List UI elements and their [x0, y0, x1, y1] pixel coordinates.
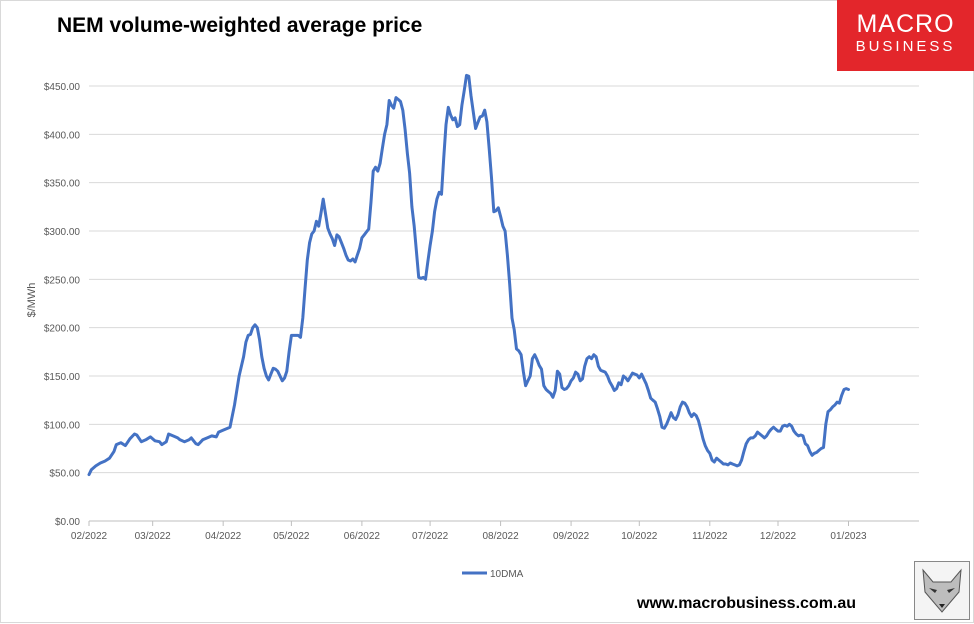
- y-tick-label: $100.00: [44, 420, 81, 431]
- legend: 10DMA: [462, 569, 524, 580]
- x-tick-label: 05/2022: [273, 531, 310, 542]
- y-axis-ticks: $0.00 $50.00 $100.00 $150.00 $200.00 $250.00 $…: [44, 82, 81, 528]
- x-axis-ticks: 02/2022 03/2022 04/2022 05/2022 06/2022 07/20…: [71, 521, 867, 542]
- x-tick-label: 02/2022: [71, 531, 108, 542]
- x-tick-label: 04/2022: [205, 531, 242, 542]
- y-tick-label: $300.00: [44, 227, 81, 238]
- y-axis-label: $/MWh: [26, 283, 38, 318]
- website-url: www.macrobusiness.com.au: [637, 595, 857, 612]
- macrobusiness-logo: MACRO BUSINESS: [837, 0, 974, 71]
- logo-line-2: BUSINESS: [855, 38, 956, 55]
- x-tick-label: 08/2022: [483, 531, 520, 542]
- y-tick-label: $450.00: [44, 82, 81, 93]
- legend-label-10dma: 10DMA: [490, 569, 524, 580]
- y-tick-label: $150.00: [44, 372, 81, 383]
- y-tick-label: $350.00: [44, 179, 81, 190]
- y-tick-label: $0.00: [55, 517, 80, 528]
- y-tick-label: $400.00: [44, 130, 81, 141]
- x-tick-label: 12/2022: [760, 531, 797, 542]
- x-tick-label: 10/2022: [621, 531, 658, 542]
- logo-line-1: MACRO: [856, 10, 955, 38]
- y-tick-label: $200.00: [44, 324, 81, 335]
- fox-mascot-icon: [914, 561, 970, 620]
- series-line-10dma: [87, 73, 850, 477]
- x-tick-label: 09/2022: [553, 531, 590, 542]
- gridlines: [89, 85, 919, 522]
- x-tick-label: 03/2022: [135, 531, 172, 542]
- y-tick-label: $250.00: [44, 275, 81, 286]
- y-tick-label: $50.00: [49, 469, 80, 480]
- x-tick-label: 06/2022: [344, 531, 381, 542]
- chart-title: NEM volume-weighted average price: [57, 14, 423, 37]
- series-layer: [87, 73, 850, 477]
- x-tick-label: 07/2022: [412, 531, 449, 542]
- x-tick-label: 11/2022: [692, 531, 728, 542]
- x-tick-label: 01/2023: [830, 531, 867, 542]
